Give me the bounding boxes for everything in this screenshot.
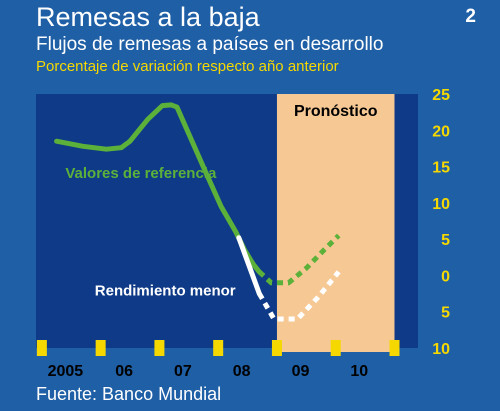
y-tick-label: 20 — [432, 123, 450, 140]
x-tick-label: 09 — [292, 363, 310, 380]
figure-number: 2 — [465, 6, 476, 27]
series-line-1 — [236, 235, 262, 297]
x-tick-marker — [389, 340, 400, 356]
y-tick-label: 5 — [441, 305, 450, 322]
x-tick-marker — [330, 340, 341, 356]
x-tick-label: 07 — [174, 363, 192, 380]
x-tick-label: 08 — [233, 363, 251, 380]
chart-svg: Pronóstico 25 20 15 10 5 0 5 10 2005 06 07 08 09 10 Val… — [36, 87, 450, 380]
y-tick-label: 10 — [432, 196, 450, 213]
source-note: Fuente: Banco Mundial — [36, 384, 222, 404]
chart-title: Remesas a la baja — [36, 2, 260, 32]
forecast-band — [276, 94, 395, 352]
forecast-label: Pronóstico — [294, 103, 378, 120]
series-annotation-1: Rendimiento menor — [95, 283, 236, 300]
series-annotation-0: Valores de referencia — [65, 165, 217, 182]
x-tick-label: 06 — [115, 363, 133, 380]
y-tick-label: 5 — [441, 232, 450, 249]
x-tick-marker — [213, 340, 224, 356]
x-tick-marker — [36, 340, 47, 356]
chart-header: Remesas a la baja 2 Flujos de remesas a … — [0, 0, 500, 86]
chart-subtitle: Flujos de remesas a países en desarrollo — [36, 34, 384, 55]
x-tick-label: 2005 — [48, 363, 84, 380]
series-forecast-line-1 — [257, 270, 341, 322]
chart-unit-label: Porcentaje de variación respecto año ant… — [36, 58, 339, 75]
series-forecast-line-0 — [257, 233, 341, 286]
x-tick-label: 10 — [350, 363, 368, 380]
x-tick-marker — [271, 340, 282, 356]
y-tick-label: 10 — [432, 341, 450, 358]
y-tick-label: 25 — [432, 87, 450, 104]
x-tick-marker — [95, 340, 106, 356]
y-tick-label: 0 — [441, 268, 450, 285]
y-tick-label: 15 — [432, 160, 450, 177]
x-tick-marker — [154, 340, 165, 356]
